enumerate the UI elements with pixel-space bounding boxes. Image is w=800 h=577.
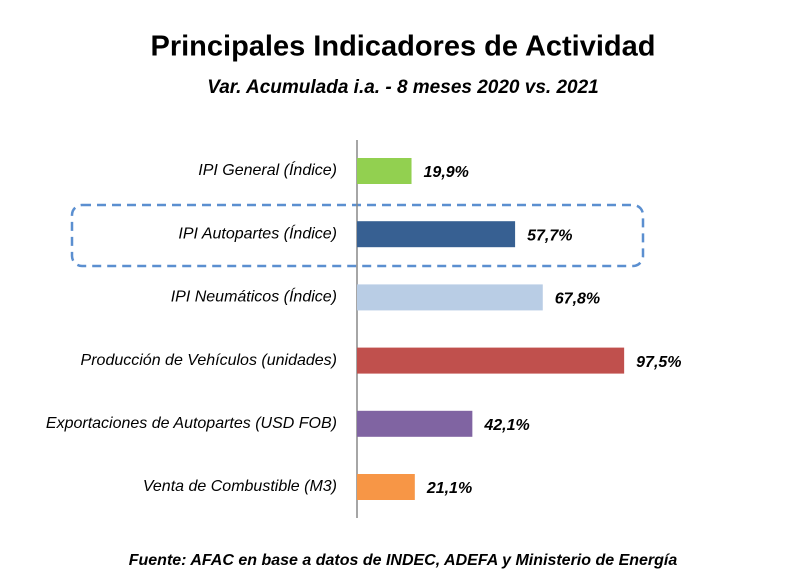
bar bbox=[357, 474, 415, 500]
chart-subtitle: Var. Acumulada i.a. - 8 meses 2020 vs. 2… bbox=[207, 77, 599, 98]
value-label: 97,5% bbox=[636, 354, 681, 371]
bar bbox=[357, 284, 543, 311]
value-label: 21,1% bbox=[426, 480, 472, 497]
category-label: IPI Neumáticos (Índice) bbox=[171, 287, 337, 306]
chart-title: Principales Indicadores de Actividad bbox=[151, 31, 656, 63]
bar bbox=[357, 158, 412, 184]
value-label: 67,8% bbox=[555, 291, 600, 308]
bar bbox=[357, 410, 473, 437]
bar bbox=[357, 347, 625, 374]
value-label: 57,7% bbox=[527, 227, 572, 244]
source-note: Fuente: AFAC en base a datos de INDEC, A… bbox=[129, 552, 678, 569]
value-label: 19,9% bbox=[424, 164, 469, 181]
category-label: Producción de Vehículos (unidades) bbox=[81, 352, 337, 369]
category-label: IPI Autopartes (Índice) bbox=[178, 223, 337, 242]
category-label: IPI General (Índice) bbox=[198, 160, 337, 179]
category-label: Exportaciones de Autopartes (USD FOB) bbox=[46, 415, 337, 432]
category-label: Venta de Combustible (M3) bbox=[143, 478, 337, 495]
value-label: 42,1% bbox=[483, 417, 529, 434]
bar bbox=[357, 221, 516, 248]
